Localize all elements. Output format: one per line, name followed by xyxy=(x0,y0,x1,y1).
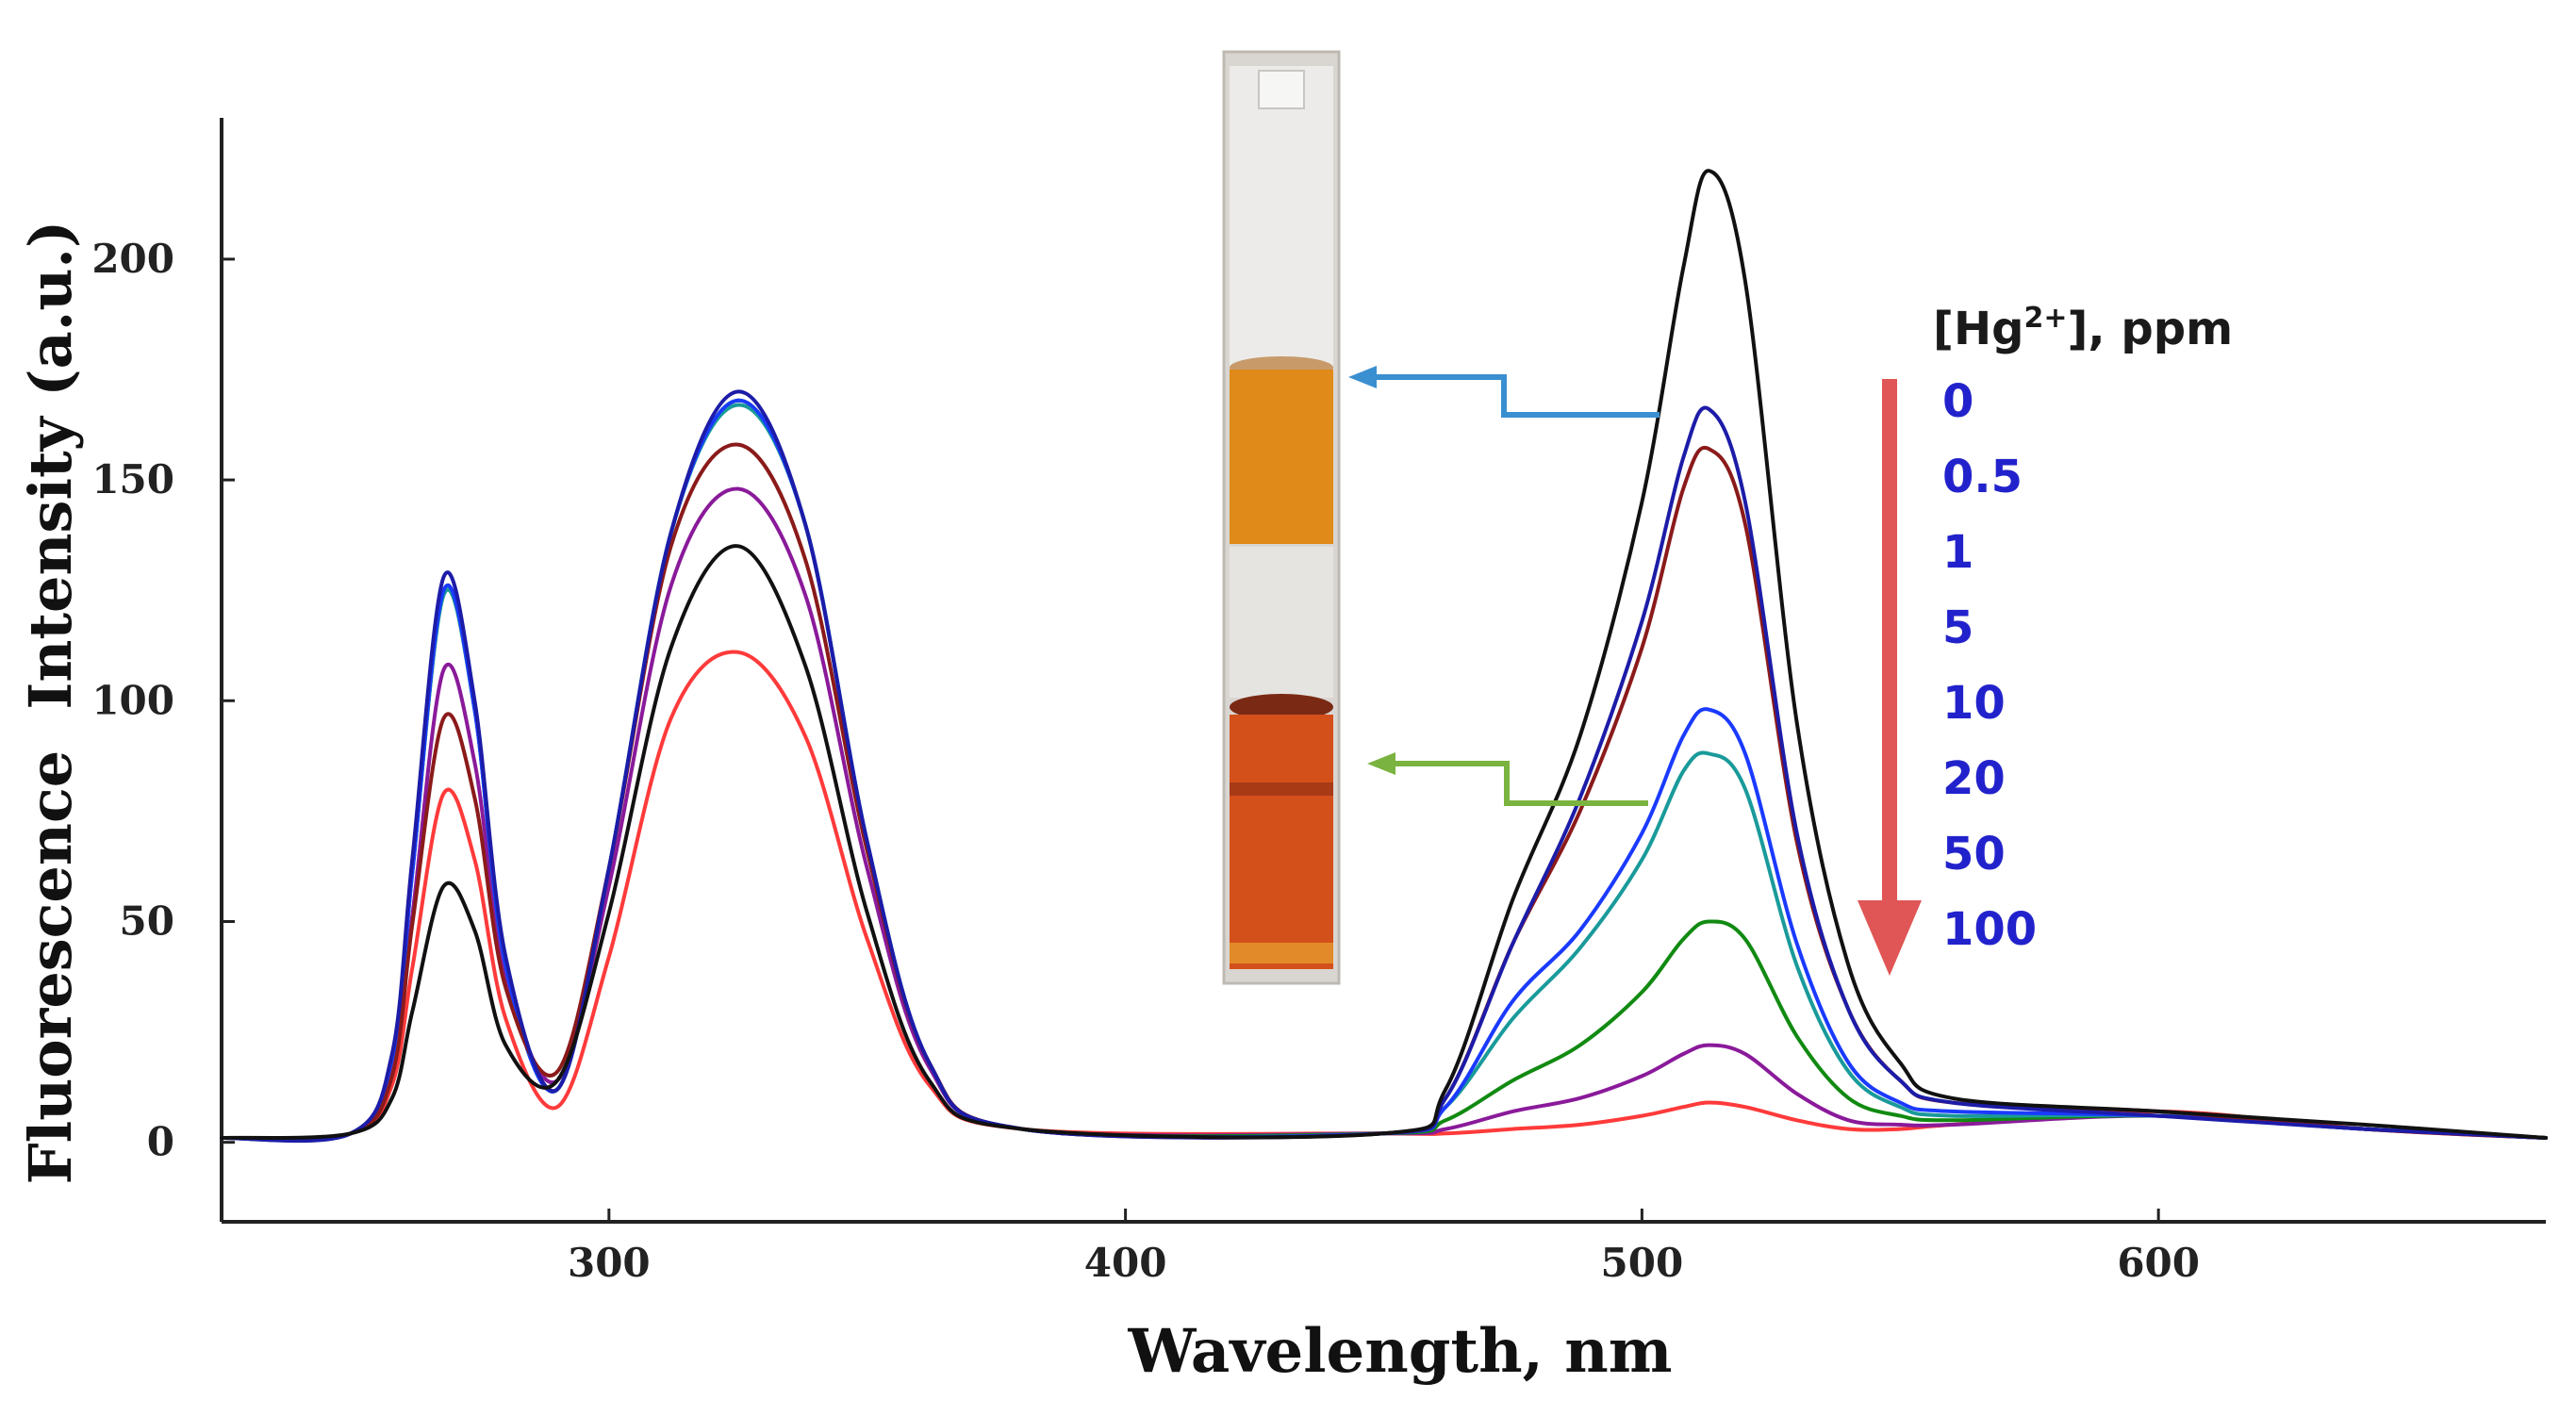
series-line xyxy=(220,442,2548,1142)
series-line xyxy=(220,486,2548,1142)
legend-entry: 20 xyxy=(1942,752,2006,805)
legend-entry: 1 xyxy=(1942,526,1973,579)
blue-arrowhead-icon xyxy=(1348,366,1377,388)
legend-title-suffix: ], ppm xyxy=(2067,303,2233,355)
series-group xyxy=(220,169,2548,1144)
cuvette-solution-orange xyxy=(1230,370,1333,544)
series-line xyxy=(220,169,2548,1141)
y-tick-label: 150 xyxy=(91,456,174,502)
legend-entry: 10 xyxy=(1942,677,2006,730)
x-tick-label: 300 xyxy=(568,1240,651,1286)
legend-entry: 0 xyxy=(1942,375,1973,428)
legend-title: [Hg2+], ppm xyxy=(1933,302,2233,355)
x-tick-label: 400 xyxy=(1084,1240,1167,1286)
down-arrow-icon xyxy=(1858,900,1922,976)
series-line xyxy=(220,398,2548,1143)
green-pointer-arrow xyxy=(1386,761,1648,806)
inset-arrows xyxy=(1348,366,1660,806)
series-line xyxy=(220,403,2548,1143)
y-tick-label: 200 xyxy=(91,236,174,282)
cuvette-band xyxy=(1230,782,1333,796)
legend-entry: 5 xyxy=(1942,601,1973,654)
x-tick-label: 500 xyxy=(1601,1240,1684,1286)
legend-entry: 50 xyxy=(1942,828,2006,881)
y-tick-label: 100 xyxy=(91,677,174,723)
legend-title-sup: 2+ xyxy=(2023,302,2067,335)
cuvette-solution-red xyxy=(1230,715,1333,969)
series-line xyxy=(220,398,2548,1143)
cuvette-cap-highlight xyxy=(1258,70,1305,109)
y-tick-label: 50 xyxy=(120,897,174,944)
legend-items: 0 0.5 1 5 10 20 50 100 xyxy=(1942,375,2037,956)
legend-entry: 100 xyxy=(1942,903,2037,956)
legend-title-prefix: [Hg xyxy=(1933,303,2023,355)
decrease-arrow-shaft xyxy=(1882,379,1897,907)
green-arrowhead-icon xyxy=(1367,752,1395,775)
x-axis-title: Wavelength, nm xyxy=(1128,1316,1673,1387)
cuvette-glass-top xyxy=(1230,66,1333,368)
blue-pointer-arrow xyxy=(1367,374,1660,418)
legend: [Hg2+], ppm 0 0.5 1 5 10 20 50 100 xyxy=(1858,302,2233,976)
cuvette-inset xyxy=(1222,50,1341,985)
cuvette-meniscus-bottom xyxy=(1230,694,1333,720)
cuvette-glass-middle xyxy=(1230,547,1333,698)
y-tick-label: 0 xyxy=(147,1119,174,1165)
legend-entry: 0.5 xyxy=(1942,451,2023,503)
x-tick-label: 600 xyxy=(2117,1240,2200,1286)
cuvette-bottom-glint xyxy=(1230,943,1333,963)
y-axis-title: Fluorescence Intensity (a.u.) xyxy=(16,221,85,1185)
